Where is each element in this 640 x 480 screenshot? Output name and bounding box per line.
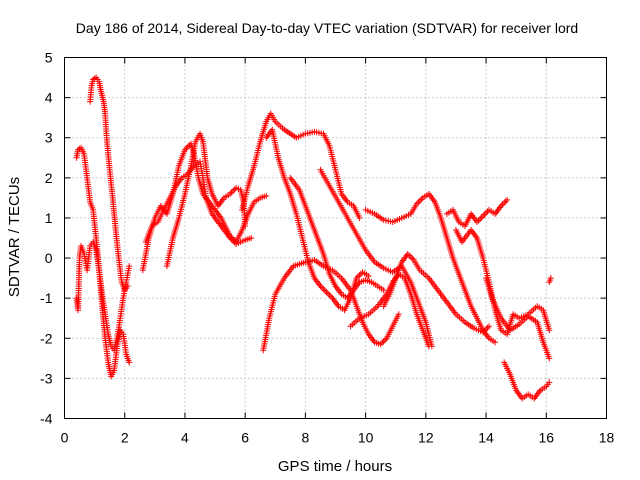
y-tick-label: -2	[40, 330, 53, 346]
series-arc-late-b	[452, 226, 553, 338]
data-point	[425, 343, 432, 350]
data-point	[546, 379, 553, 386]
x-tick-label: 2	[121, 430, 129, 446]
data-point	[248, 235, 255, 241]
series-arc-midday-high	[239, 110, 363, 221]
y-tick-label: -3	[40, 370, 53, 386]
series-arc-early-low	[73, 239, 133, 354]
data-point	[486, 323, 493, 330]
y-tick-label: 5	[45, 50, 53, 66]
series-arc-morning-third	[142, 158, 255, 248]
y-tick-label: 4	[45, 90, 53, 106]
series-arc-early-peak	[87, 74, 131, 294]
data-point	[547, 275, 554, 282]
data-point	[546, 327, 553, 334]
x-tick-label: 12	[418, 430, 434, 446]
series-arc-midday-second-fall	[287, 174, 387, 302]
x-tick-label: 0	[61, 430, 69, 446]
series-arc-afternoon-descent	[380, 251, 493, 336]
y-tick-labels: -4 -3 -2 -1 0 1 2 3 4 5	[40, 50, 53, 427]
series-arc-late-tail	[546, 275, 554, 286]
x-tick-label: 4	[181, 430, 189, 446]
data-marks	[73, 74, 554, 402]
x-axis-label: GPS time / hours	[278, 458, 392, 475]
series-arc-late-a	[443, 196, 511, 229]
data-point	[365, 273, 372, 280]
chart-title: Day 186 of 2014, Sidereal Day-to-day VTE…	[76, 20, 578, 36]
data-point	[380, 287, 387, 294]
x-tick-label: 16	[538, 430, 554, 446]
y-tick-label: 2	[45, 170, 53, 186]
x-tick-label: 6	[241, 430, 249, 446]
x-tick-labels: 0 2 4 6 8 10 12 14 16 18	[61, 430, 615, 446]
data-point	[492, 339, 499, 346]
x-tick-label: 8	[301, 430, 309, 446]
series-arc-afternoon-slope	[317, 166, 435, 350]
x-tick-label: 18	[599, 430, 615, 446]
y-axis-label: SDTVAR / TECUs	[6, 177, 23, 297]
data-point	[263, 192, 270, 199]
data-point	[126, 359, 133, 366]
data-point	[395, 311, 402, 318]
y-tick-label: 3	[45, 130, 53, 146]
series-arc-afternoon-ridge	[362, 190, 499, 346]
data-point	[356, 214, 363, 221]
y-tick-label: -1	[40, 290, 53, 306]
data-point	[242, 222, 249, 229]
series-arc-morning-second	[163, 130, 249, 270]
data-point	[504, 196, 511, 203]
y-tick-label: 1	[45, 210, 53, 226]
tick-marks	[64, 57, 607, 419]
series-arc-late-c	[483, 275, 553, 362]
data-point	[126, 263, 133, 270]
y-tick-label: 0	[45, 250, 53, 266]
x-tick-label: 14	[478, 430, 494, 446]
y-tick-label: -4	[40, 411, 53, 427]
data-point	[546, 355, 553, 362]
plot-frame	[64, 57, 607, 419]
x-tick-label: 10	[358, 430, 374, 446]
series-arc-late-low	[501, 359, 553, 402]
series-arc-mid-low	[260, 257, 402, 354]
